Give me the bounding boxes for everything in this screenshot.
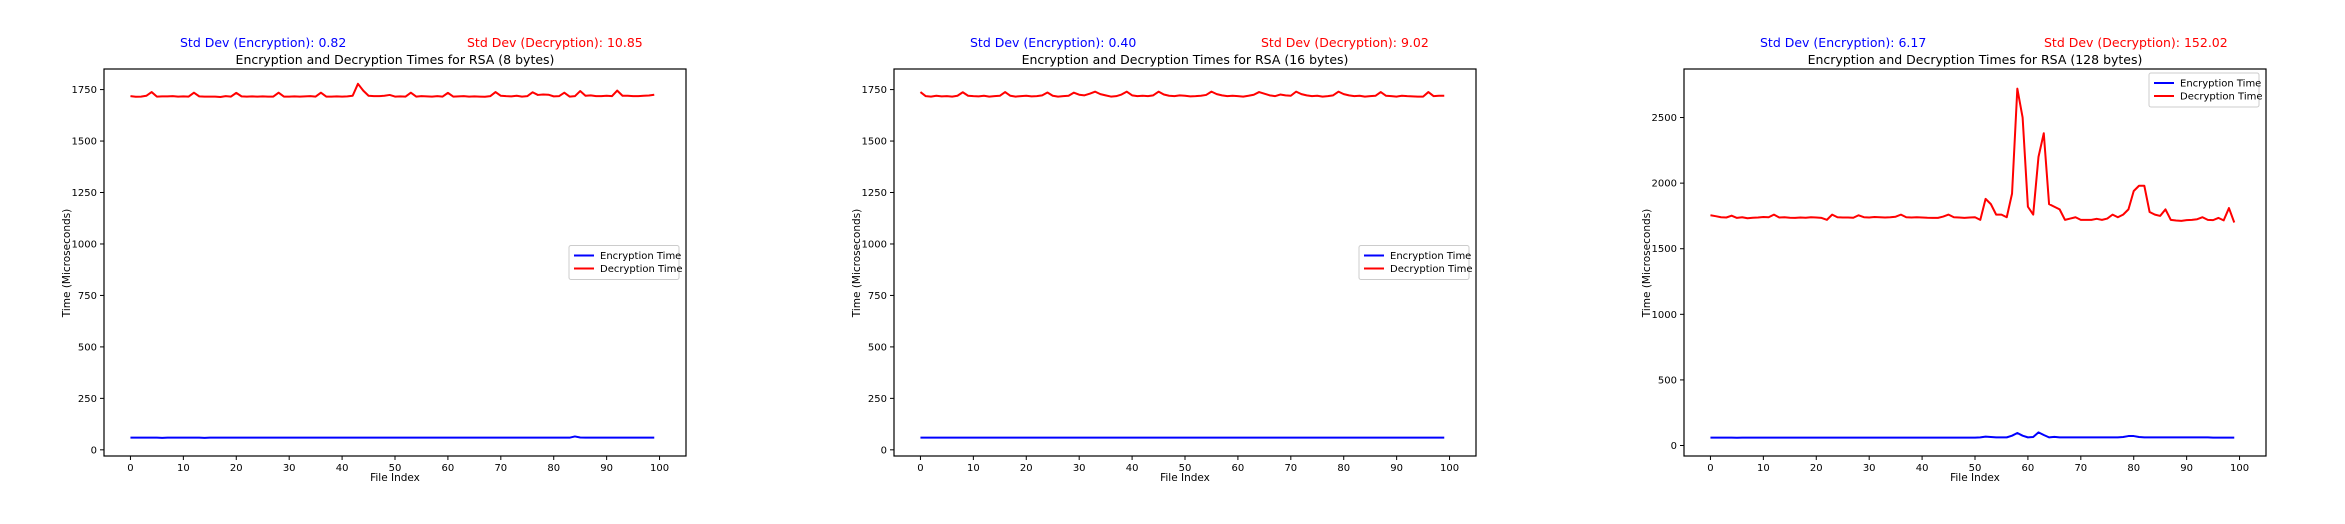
chart-rsa-8-bytes: Std Dev (Encryption): 0.82 Std Dev (Decr… <box>61 35 687 484</box>
y-tick-label: 750 <box>78 291 97 302</box>
x-tick-label: 50 <box>1969 463 1982 474</box>
x-tick-label: 40 <box>1916 463 1929 474</box>
x-axis-label: File Index <box>370 472 420 484</box>
x-tick-label: 0 <box>127 463 133 474</box>
x-tick-label: 40 <box>1126 463 1139 474</box>
std-dev-decryption-label: Std Dev (Decryption): 152.02 <box>2044 35 2228 50</box>
x-tick-label: 80 <box>1337 463 1350 474</box>
x-tick-label: 90 <box>600 463 613 474</box>
x-tick-label: 10 <box>967 463 980 474</box>
legend-entry: Encryption Time <box>2180 79 2261 90</box>
x-tick-label: 30 <box>1073 463 1086 474</box>
y-tick-label: 0 <box>1671 441 1677 452</box>
legend-box <box>2148 72 2260 108</box>
y-tick-label: 1000 <box>862 239 887 250</box>
std-dev-encryption-label: Std Dev (Encryption): 0.82 <box>180 35 346 50</box>
std-dev-encryption-label: Std Dev (Encryption): 6.17 <box>1760 35 1926 50</box>
encryption-time-line <box>130 435 655 439</box>
y-tick-label: 1750 <box>862 85 887 96</box>
y-tick-label: 750 <box>868 291 887 302</box>
x-tick-label: 0 <box>1707 463 1713 474</box>
x-tick-label: 70 <box>1284 463 1297 474</box>
chart-title: Encryption and Decryption Times for RSA … <box>236 52 555 67</box>
y-tick-label: 500 <box>78 342 97 353</box>
y-axis-label: Time (Microseconds) <box>1641 209 1653 318</box>
x-axis-label: File Index <box>1160 472 1210 484</box>
std-dev-decryption-label: Std Dev (Decryption): 10.85 <box>467 35 643 50</box>
chart-rsa-128-bytes: Std Dev (Encryption): 6.17 Std Dev (Decr… <box>1641 35 2267 484</box>
y-tick-label: 1250 <box>72 188 97 199</box>
x-tick-label: 20 <box>1810 463 1823 474</box>
y-tick-label: 1000 <box>1652 310 1677 321</box>
chart-title: Encryption and Decryption Times for RSA … <box>1808 52 2143 67</box>
x-tick-label: 90 <box>2180 463 2193 474</box>
x-tick-label: 60 <box>2022 463 2035 474</box>
y-tick-label: 2500 <box>1652 113 1677 124</box>
x-tick-label: 60 <box>442 463 455 474</box>
chart-rsa-16-bytes: Std Dev (Encryption): 0.40 Std Dev (Decr… <box>851 35 1477 484</box>
x-tick-label: 40 <box>336 463 349 474</box>
x-tick-label: 30 <box>1863 463 1876 474</box>
y-axis-label: Time (Microseconds) <box>851 209 863 318</box>
x-tick-label: 90 <box>1390 463 1403 474</box>
legend-box <box>568 245 680 280</box>
legend-box <box>1358 245 1470 280</box>
legend-entry: Decryption Time <box>2180 92 2263 103</box>
y-tick-label: 0 <box>881 445 887 456</box>
x-tick-label: 0 <box>917 463 923 474</box>
y-tick-label: 2000 <box>1652 179 1677 190</box>
x-tick-label: 30 <box>283 463 296 474</box>
y-tick-label: 1750 <box>72 85 97 96</box>
x-tick-label: 70 <box>2074 463 2087 474</box>
y-tick-label: 250 <box>78 394 97 405</box>
legend-entry: Encryption Time <box>600 251 681 262</box>
y-tick-label: 1500 <box>862 137 887 148</box>
x-tick-label: 20 <box>230 463 243 474</box>
x-tick-label: 100 <box>1440 463 1459 474</box>
y-tick-label: 1250 <box>862 188 887 199</box>
legend-entry: Decryption Time <box>1390 264 1473 275</box>
decryption-time-line <box>130 82 655 98</box>
x-tick-label: 60 <box>1232 463 1245 474</box>
std-dev-decryption-label: Std Dev (Decryption): 9.02 <box>1261 35 1429 50</box>
decryption-time-line <box>1710 87 2236 223</box>
x-tick-label: 100 <box>2230 463 2249 474</box>
x-tick-label: 80 <box>547 463 560 474</box>
x-tick-label: 50 <box>389 463 402 474</box>
x-tick-label: 20 <box>1020 463 1033 474</box>
x-tick-label: 100 <box>650 463 669 474</box>
y-tick-label: 1500 <box>72 137 97 148</box>
y-tick-label: 1000 <box>72 239 97 250</box>
std-dev-encryption-label: Std Dev (Encryption): 0.40 <box>970 35 1136 50</box>
y-tick-label: 500 <box>868 342 887 353</box>
plot-frame <box>1683 68 2267 457</box>
x-axis-label: File Index <box>1950 472 2000 484</box>
x-tick-label: 10 <box>1757 463 1770 474</box>
y-axis-label: Time (Microseconds) <box>61 209 73 318</box>
x-tick-label: 10 <box>177 463 190 474</box>
chart-title: Encryption and Decryption Times for RSA … <box>1022 52 1349 67</box>
y-tick-label: 0 <box>91 445 97 456</box>
legend-entry: Decryption Time <box>600 264 683 275</box>
y-tick-label: 1500 <box>1652 244 1677 255</box>
legend: Encryption Time Decryption Time <box>568 245 683 280</box>
decryption-time-line <box>919 90 1445 98</box>
encryption-time-line <box>1710 431 2235 439</box>
y-tick-label: 250 <box>868 394 887 405</box>
x-tick-label: 80 <box>2127 463 2140 474</box>
legend-entry: Encryption Time <box>1390 251 1471 262</box>
legend: Encryption Time Decryption Time <box>1358 245 1473 280</box>
legend: Encryption Time Decryption Time <box>2148 72 2263 108</box>
x-tick-label: 50 <box>1179 463 1192 474</box>
x-tick-label: 70 <box>494 463 507 474</box>
y-tick-label: 500 <box>1658 375 1677 386</box>
